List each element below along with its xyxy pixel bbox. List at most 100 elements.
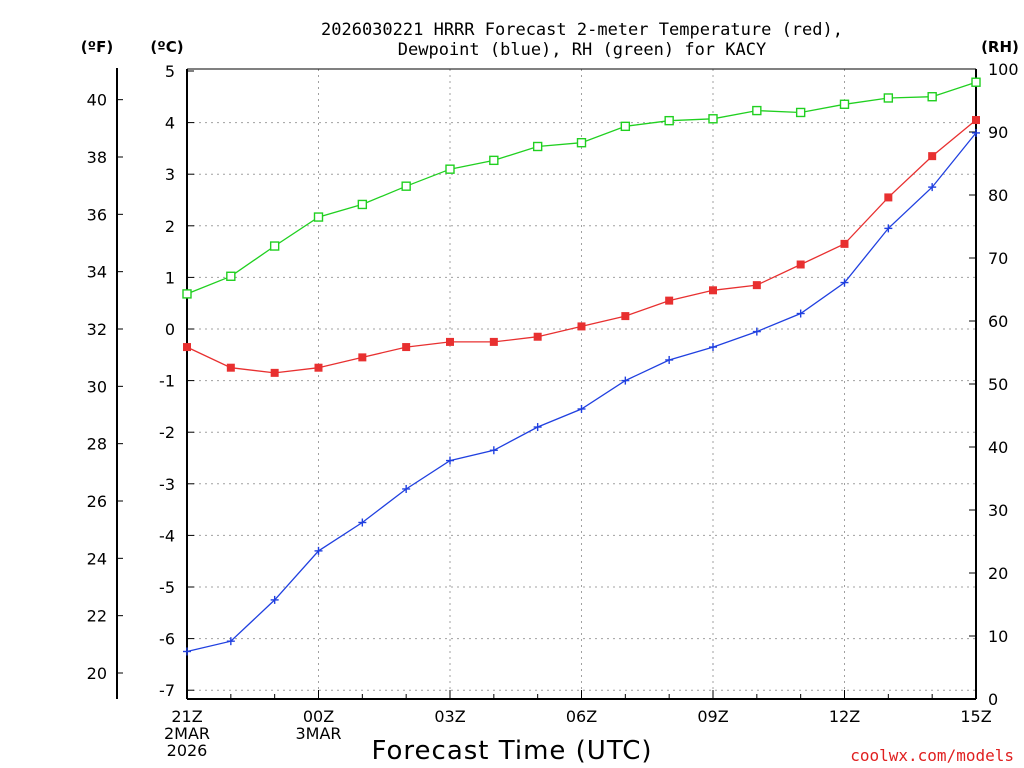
celsius-tick-label: -5 [159, 578, 175, 597]
celsius-tick-label: 3 [165, 165, 175, 184]
rh-unit-label: (RH) [981, 38, 1019, 56]
rh-point [226, 271, 236, 281]
x-tick-label: 06Z [566, 707, 597, 726]
temperature-point [621, 312, 630, 321]
rh-point [489, 155, 499, 166]
dewpoint-point [533, 423, 542, 432]
temperature-point [446, 337, 454, 346]
chart-title-line-2: Dewpoint (blue), RH (green) for KACY [398, 40, 766, 60]
celsius-tick-label: 5 [165, 62, 175, 81]
fahrenheit-tick-label: 26 [87, 492, 107, 511]
rh-point [708, 114, 718, 124]
tick-labels: 543210-1-2-3-4-5-6-740383634323028262422… [87, 60, 1019, 760]
axes [116, 68, 977, 700]
temperature-point [183, 343, 191, 352]
dewpoint-point [928, 183, 937, 192]
dewpoint-point [752, 327, 761, 336]
dewpoint-point [665, 355, 674, 364]
dewpoint-point [446, 456, 454, 465]
rh-point [182, 289, 192, 299]
rh-point [839, 99, 850, 109]
temperature-point [752, 281, 761, 290]
rh-point [357, 199, 368, 210]
celsius-tick-label: -1 [159, 372, 175, 391]
celsius-tick-label: 1 [165, 268, 175, 287]
x-tick-label: 03Z [434, 707, 465, 726]
dewpoint-point [358, 518, 367, 527]
fahrenheit-tick-label: 28 [87, 435, 107, 454]
series-dewpoint [183, 128, 980, 656]
rh-point [269, 241, 280, 251]
celsius-tick-label: -3 [159, 475, 175, 494]
rh-point [620, 121, 631, 132]
fahrenheit-tick-label: 22 [87, 607, 107, 626]
celsius-tick-label: 0 [165, 320, 175, 339]
dewpoint-point [314, 546, 323, 555]
temperature-point [577, 322, 586, 331]
dewpoint-point [840, 278, 849, 287]
x-tick-label: 21Z [171, 707, 202, 726]
rh-tick-label: 100 [988, 60, 1019, 79]
dewpoint-point [796, 309, 805, 318]
dewpoint-point [489, 446, 498, 455]
dewpoint-point [621, 376, 630, 385]
credit-label: coolwx.com/models [850, 746, 1014, 765]
dewpoint-point [577, 404, 586, 413]
grid [187, 69, 976, 699]
rh-point [576, 138, 587, 148]
rh-point [313, 212, 324, 222]
temperature-point [665, 296, 674, 305]
x-tick-label: 2026 [167, 741, 208, 760]
temperature-point [709, 286, 717, 295]
rh-point [971, 77, 981, 87]
rh-point [927, 92, 937, 102]
fahrenheit-tick-label: 32 [87, 320, 107, 339]
celsius-unit-label: (ºC) [150, 38, 183, 56]
fahrenheit-tick-label: 20 [87, 664, 107, 683]
temperature-point [314, 363, 323, 372]
temperature-point [489, 337, 498, 346]
rh-tick-label: 80 [988, 186, 1008, 205]
series-rh [182, 77, 981, 299]
x-tick-label: 12Z [829, 707, 860, 726]
temperature-point [840, 239, 849, 248]
temperature-point [928, 152, 937, 161]
dewpoint-point [226, 637, 235, 646]
temperature-point [796, 260, 805, 269]
temperature-point [533, 332, 542, 341]
temperature-point [972, 116, 980, 125]
x-tick-label: 15Z [960, 707, 991, 726]
rh-point [664, 115, 674, 126]
temperature-point [402, 343, 411, 352]
dewpoint-point [972, 128, 980, 137]
celsius-tick-label: -2 [159, 423, 175, 442]
fahrenheit-tick-label: 40 [87, 91, 107, 110]
fahrenheit-tick-label: 36 [87, 205, 107, 224]
fahrenheit-tick-label: 38 [87, 148, 107, 167]
rh-tick-label: 70 [988, 249, 1008, 268]
rh-point [795, 107, 806, 118]
x-axis-label: Forecast Time (UTC) [371, 736, 652, 766]
dewpoint-point [270, 595, 279, 604]
chart-title: 2026030221 HRRR Forecast 2-meter Tempera… [321, 20, 843, 60]
x-tick-label: 09Z [697, 707, 728, 726]
temperature-point [226, 363, 235, 372]
x-tick-label: 2MAR [164, 724, 210, 743]
rh-point [445, 164, 455, 174]
dewpoint-point [402, 484, 411, 493]
rh-tick-label: 90 [988, 123, 1008, 142]
rh-tick-label: 40 [988, 438, 1008, 457]
x-tick-label: 3MAR [295, 724, 341, 743]
rh-tick-label: 10 [988, 627, 1008, 646]
rh-point [401, 181, 411, 191]
rh-point [752, 105, 762, 116]
celsius-tick-label: -6 [159, 630, 175, 649]
temperature-point [358, 353, 367, 362]
fahrenheit-tick-label: 30 [87, 377, 107, 396]
celsius-tick-label: 2 [165, 217, 175, 236]
dewpoint-point [884, 224, 893, 233]
rh-point [883, 93, 894, 103]
dewpoint-point [183, 647, 191, 656]
rh-tick-label: 30 [988, 501, 1008, 520]
temperature-point [884, 193, 893, 202]
